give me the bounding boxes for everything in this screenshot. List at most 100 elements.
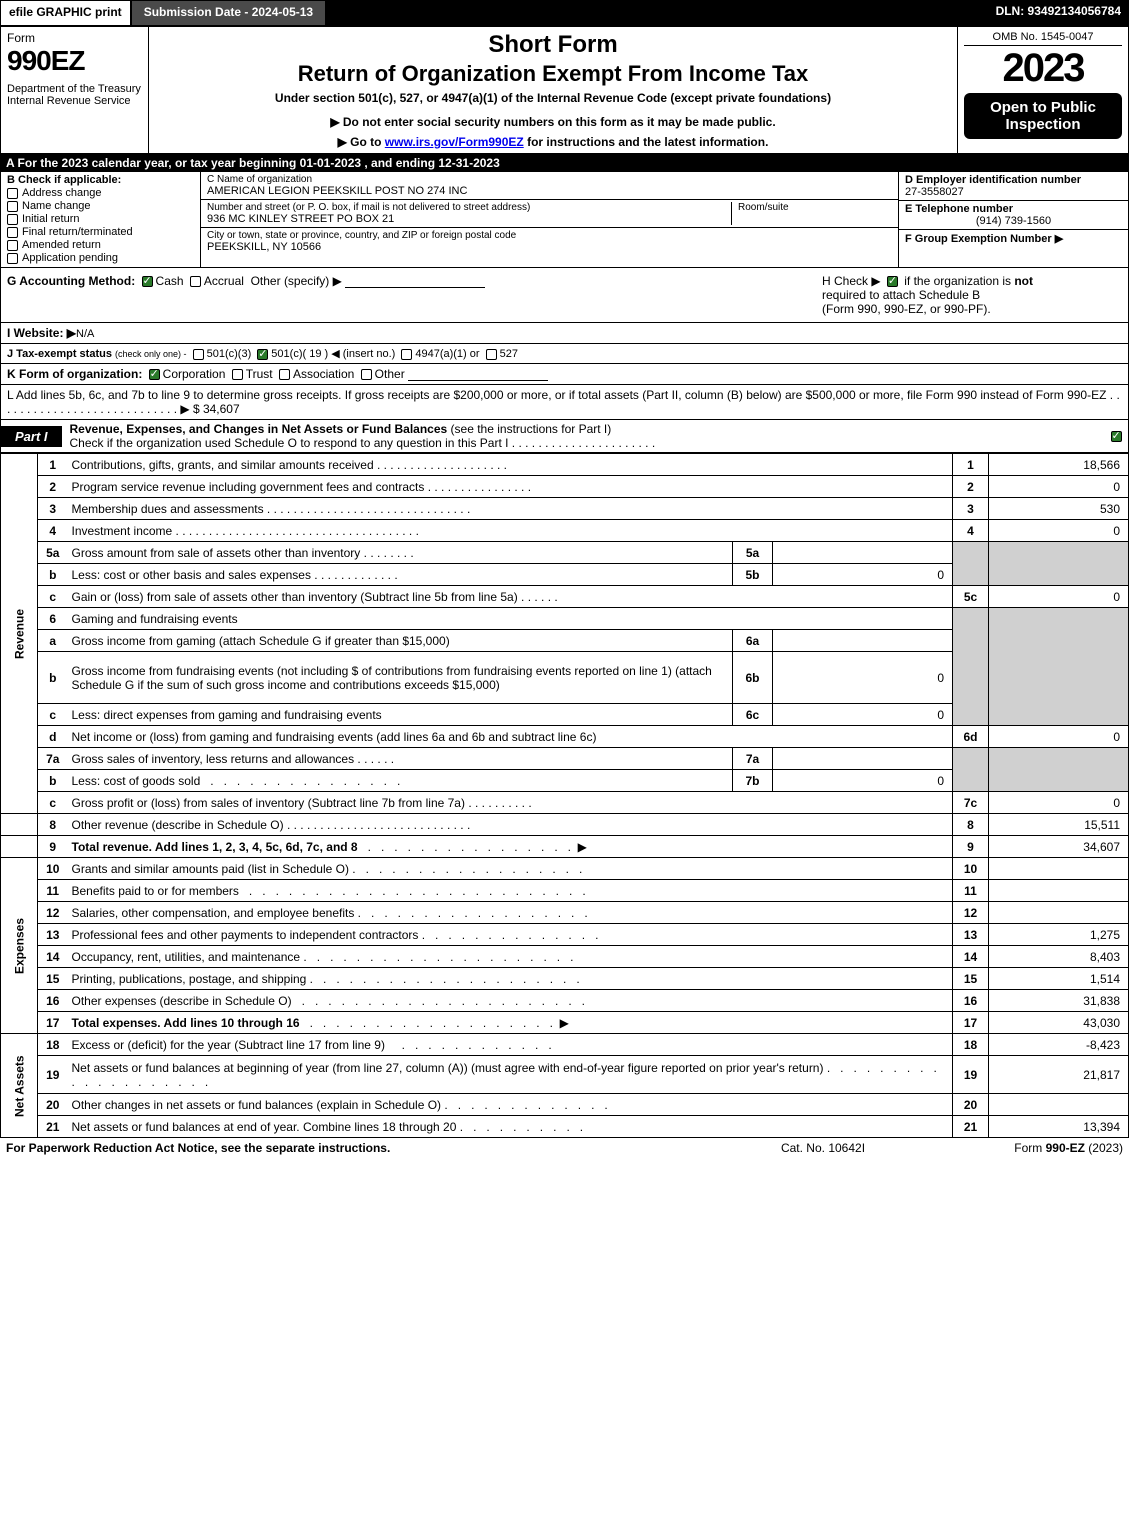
chk-amended-return[interactable] [7, 240, 18, 251]
l13-ov: 1,275 [989, 924, 1129, 946]
l7b-desc: Less: cost of goods sold [72, 774, 201, 788]
l20-num: 20 [38, 1094, 68, 1116]
column-d-e-f: D Employer identification number 27-3558… [898, 172, 1128, 267]
chk-501c[interactable] [257, 349, 268, 360]
side-expenses: Expenses [1, 858, 38, 1034]
l3-num: 3 [38, 498, 68, 520]
goto-line: ▶ Go to www.irs.gov/Form990EZ for instru… [157, 135, 949, 149]
chk-501c3[interactable] [193, 349, 204, 360]
l6a-sv [773, 630, 953, 652]
c-city-label: City or town, state or province, country… [207, 230, 892, 241]
part1-check-text: Check if the organization used Schedule … [70, 436, 509, 450]
l19-desc: Net assets or fund balances at beginning… [72, 1061, 824, 1075]
h-mid: if the organization is [904, 274, 1014, 288]
chk-cash[interactable] [142, 276, 153, 287]
l18-num: 18 [38, 1034, 68, 1056]
ssn-warning: ▶ Do not enter social security numbers o… [157, 115, 949, 129]
tel-value: (914) 739-1560 [905, 215, 1122, 227]
top-bar: efile GRAPHIC print Submission Date - 20… [0, 0, 1129, 26]
l12-ov [989, 902, 1129, 924]
b-opt-3: Final return/terminated [22, 226, 133, 238]
l4-num: 4 [38, 520, 68, 542]
f-group-label: F Group Exemption Number ▶ [905, 232, 1122, 245]
c-name-label: C Name of organization [207, 174, 892, 185]
chk-assoc[interactable] [279, 369, 290, 380]
l1-num: 1 [38, 454, 68, 476]
k-o1: Corporation [163, 367, 226, 381]
l6b-num: b [38, 652, 68, 704]
b-opt-4: Amended return [22, 239, 101, 251]
l1-on: 1 [953, 454, 989, 476]
l9-ov: 34,607 [989, 836, 1129, 858]
l12-num: 12 [38, 902, 68, 924]
submission-date: Submission Date - 2024-05-13 [131, 0, 326, 26]
short-form-title: Short Form [157, 31, 949, 59]
chk-application-pending[interactable] [7, 253, 18, 264]
chk-accrual[interactable] [190, 276, 201, 287]
chk-initial-return[interactable] [7, 214, 18, 225]
l6b-desc: Gross income from fundraising events (no… [68, 652, 733, 704]
e-tel-label: E Telephone number [905, 203, 1122, 215]
l12-desc: Salaries, other compensation, and employ… [72, 906, 355, 920]
l5c-on: 5c [953, 586, 989, 608]
h-not: not [1014, 274, 1033, 288]
l7a-sn: 7a [733, 748, 773, 770]
room-suite-label: Room/suite [732, 202, 892, 225]
l3-on: 3 [953, 498, 989, 520]
l9-desc: Total revenue. Add lines 1, 2, 3, 4, 5c,… [72, 840, 358, 854]
g-other-blank[interactable] [345, 276, 485, 288]
l6-desc: Gaming and fundraising events [68, 608, 953, 630]
form-number: 990EZ [7, 45, 142, 77]
l20-ov [989, 1094, 1129, 1116]
l2-ov: 0 [989, 476, 1129, 498]
side-revenue: Revenue [1, 454, 38, 814]
l5c-num: c [38, 586, 68, 608]
org-name: AMERICAN LEGION PEEKSKILL POST NO 274 IN… [207, 185, 892, 197]
chk-527[interactable] [486, 349, 497, 360]
l7c-num: c [38, 792, 68, 814]
k-o2: Trust [246, 367, 273, 381]
g-accrual: Accrual [204, 274, 244, 288]
l11-ov [989, 880, 1129, 902]
l16-num: 16 [38, 990, 68, 1012]
part1-title: Revenue, Expenses, and Changes in Net As… [70, 422, 448, 436]
irs-link[interactable]: www.irs.gov/Form990EZ [385, 135, 524, 149]
line-i-website: I Website: ▶N/A [0, 323, 1129, 344]
chk-address-change[interactable] [7, 188, 18, 199]
l6d-num: d [38, 726, 68, 748]
chk-4947[interactable] [401, 349, 412, 360]
ein-value: 27-3558027 [905, 186, 1122, 198]
l21-num: 21 [38, 1116, 68, 1138]
chk-corp[interactable] [149, 369, 160, 380]
under-section-text: Under section 501(c), 527, or 4947(a)(1)… [157, 91, 949, 105]
l2-num: 2 [38, 476, 68, 498]
chk-other-org[interactable] [361, 369, 372, 380]
part1-table: Revenue 1 Contributions, gifts, grants, … [0, 453, 1129, 1138]
l7c-on: 7c [953, 792, 989, 814]
l7a-desc: Gross sales of inventory, less returns a… [72, 752, 355, 766]
l6b-sn: 6b [733, 652, 773, 704]
j-o1: 501(c)(3) [207, 348, 252, 360]
g-other: Other (specify) ▶ [251, 274, 342, 288]
l13-on: 13 [953, 924, 989, 946]
b-opt-1: Name change [22, 200, 91, 212]
dln-label: DLN: 93492134056784 [988, 0, 1129, 26]
k-other-blank[interactable] [408, 369, 548, 381]
chk-final-return[interactable] [7, 227, 18, 238]
l20-on: 20 [953, 1094, 989, 1116]
department-label: Department of the Treasury Internal Reve… [7, 83, 142, 107]
form-header: Form 990EZ Department of the Treasury In… [0, 26, 1129, 154]
chk-name-change[interactable] [7, 201, 18, 212]
b-opt-2: Initial return [22, 213, 79, 225]
d-ein-label: D Employer identification number [905, 174, 1122, 186]
l6c-num: c [38, 704, 68, 726]
efile-label[interactable]: efile GRAPHIC print [0, 0, 131, 26]
l5a-sv [773, 542, 953, 564]
l6b-sv: 0 [773, 652, 953, 704]
l5b-num: b [38, 564, 68, 586]
chk-part1-schedo[interactable] [1111, 431, 1122, 442]
l2-on: 2 [953, 476, 989, 498]
c-addr-label: Number and street (or P. O. box, if mail… [207, 202, 725, 213]
chk-h[interactable] [887, 276, 898, 287]
chk-trust[interactable] [232, 369, 243, 380]
